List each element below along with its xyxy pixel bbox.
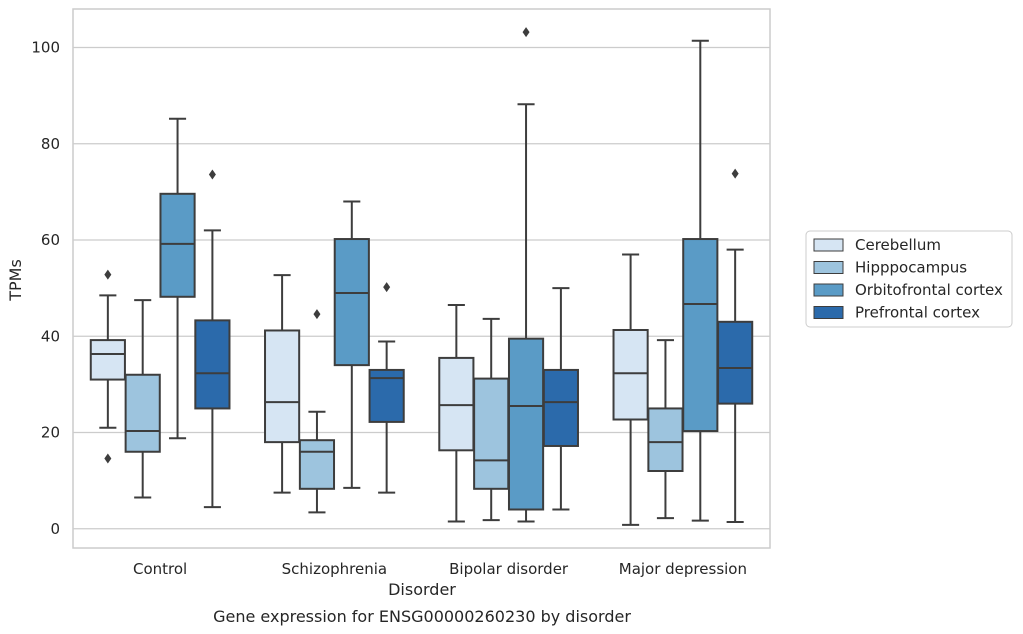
box-prefrontal-cortex <box>542 287 579 511</box>
legend-label: Hipppocampus <box>855 259 967 277</box>
iqr-box <box>159 192 196 298</box>
iqr-box <box>194 319 231 410</box>
outlier-point <box>104 269 112 280</box>
box-orbitofrontal-cortex <box>159 117 196 440</box>
box-hipppocampus <box>298 309 336 514</box>
box-orbitofrontal-cortex <box>682 39 719 522</box>
iqr-box <box>507 337 545 511</box>
x-tick-label: Major depression <box>619 560 747 578</box>
box-hipppocampus <box>647 339 684 520</box>
legend: Cerebellum Hipppocampus Orbitofrontal cort… <box>805 230 1013 328</box>
iqr-box <box>682 238 719 433</box>
y-tick-label: 0 <box>50 520 60 538</box>
legend-swatch <box>813 238 844 252</box>
outlier-point <box>522 27 530 38</box>
y-tick-label: 40 <box>41 327 60 345</box>
x-tick-label: Bipolar disorder <box>449 560 569 578</box>
iqr-box <box>647 407 684 472</box>
iqr-box <box>473 377 510 490</box>
legend-swatch <box>813 261 844 274</box>
y-axis-label: TPMs <box>6 259 25 302</box>
box-hipppocampus <box>473 317 510 522</box>
y-tick-label: 100 <box>31 39 60 57</box>
y-tick-label: 20 <box>41 424 60 442</box>
box-orbitofrontal-cortex <box>333 200 370 489</box>
legend-label: Cerebellum <box>855 236 941 254</box>
box-cerebellum <box>89 269 126 464</box>
outlier-point <box>104 453 112 464</box>
legend-swatch <box>813 283 844 297</box>
plot-frame <box>72 8 771 549</box>
legend-label: Prefrontal cortex <box>855 304 980 322</box>
x-tick-label: Control <box>133 560 187 578</box>
chart-caption: Gene expression for ENSG00000260230 by d… <box>213 607 631 626</box>
x-tick-labels: Control Schizophrenia Bipolar disorder Majo… <box>133 560 747 578</box>
box-cerebellum <box>264 274 301 494</box>
box-prefrontal-cortex <box>194 169 231 509</box>
box-prefrontal-cortex <box>368 282 405 494</box>
legend-frame <box>805 230 1013 328</box>
iqr-box <box>717 320 754 405</box>
box-cerebellum <box>612 253 649 526</box>
legend-swatch <box>813 306 844 319</box>
iqr-box <box>298 439 336 490</box>
iqr-box <box>264 329 301 444</box>
box-prefrontal-cortex <box>717 168 754 524</box>
iqr-box <box>333 238 370 367</box>
outlier-point <box>383 282 391 293</box>
y-tick-labels: 0 20 40 60 80 100 <box>31 39 60 538</box>
legend-label: Orbitofrontal cortex <box>855 281 1003 299</box>
box-orbitofrontal-cortex <box>507 27 545 523</box>
outlier-point <box>208 169 216 180</box>
x-tick-label: Schizophrenia <box>282 560 387 578</box>
iqr-box <box>124 373 161 453</box>
y-tick-label: 60 <box>41 231 60 249</box>
outlier-point <box>313 309 321 320</box>
outlier-point <box>731 168 739 179</box>
y-tick-label: 80 <box>41 135 60 153</box>
box-cerebellum <box>438 303 475 523</box>
box-hipppocampus <box>124 299 161 499</box>
iqr-box <box>542 368 579 447</box>
iqr-box <box>89 339 126 381</box>
boxes <box>89 27 754 526</box>
x-axis-label: Disorder <box>388 580 456 599</box>
iqr-box <box>612 328 649 421</box>
